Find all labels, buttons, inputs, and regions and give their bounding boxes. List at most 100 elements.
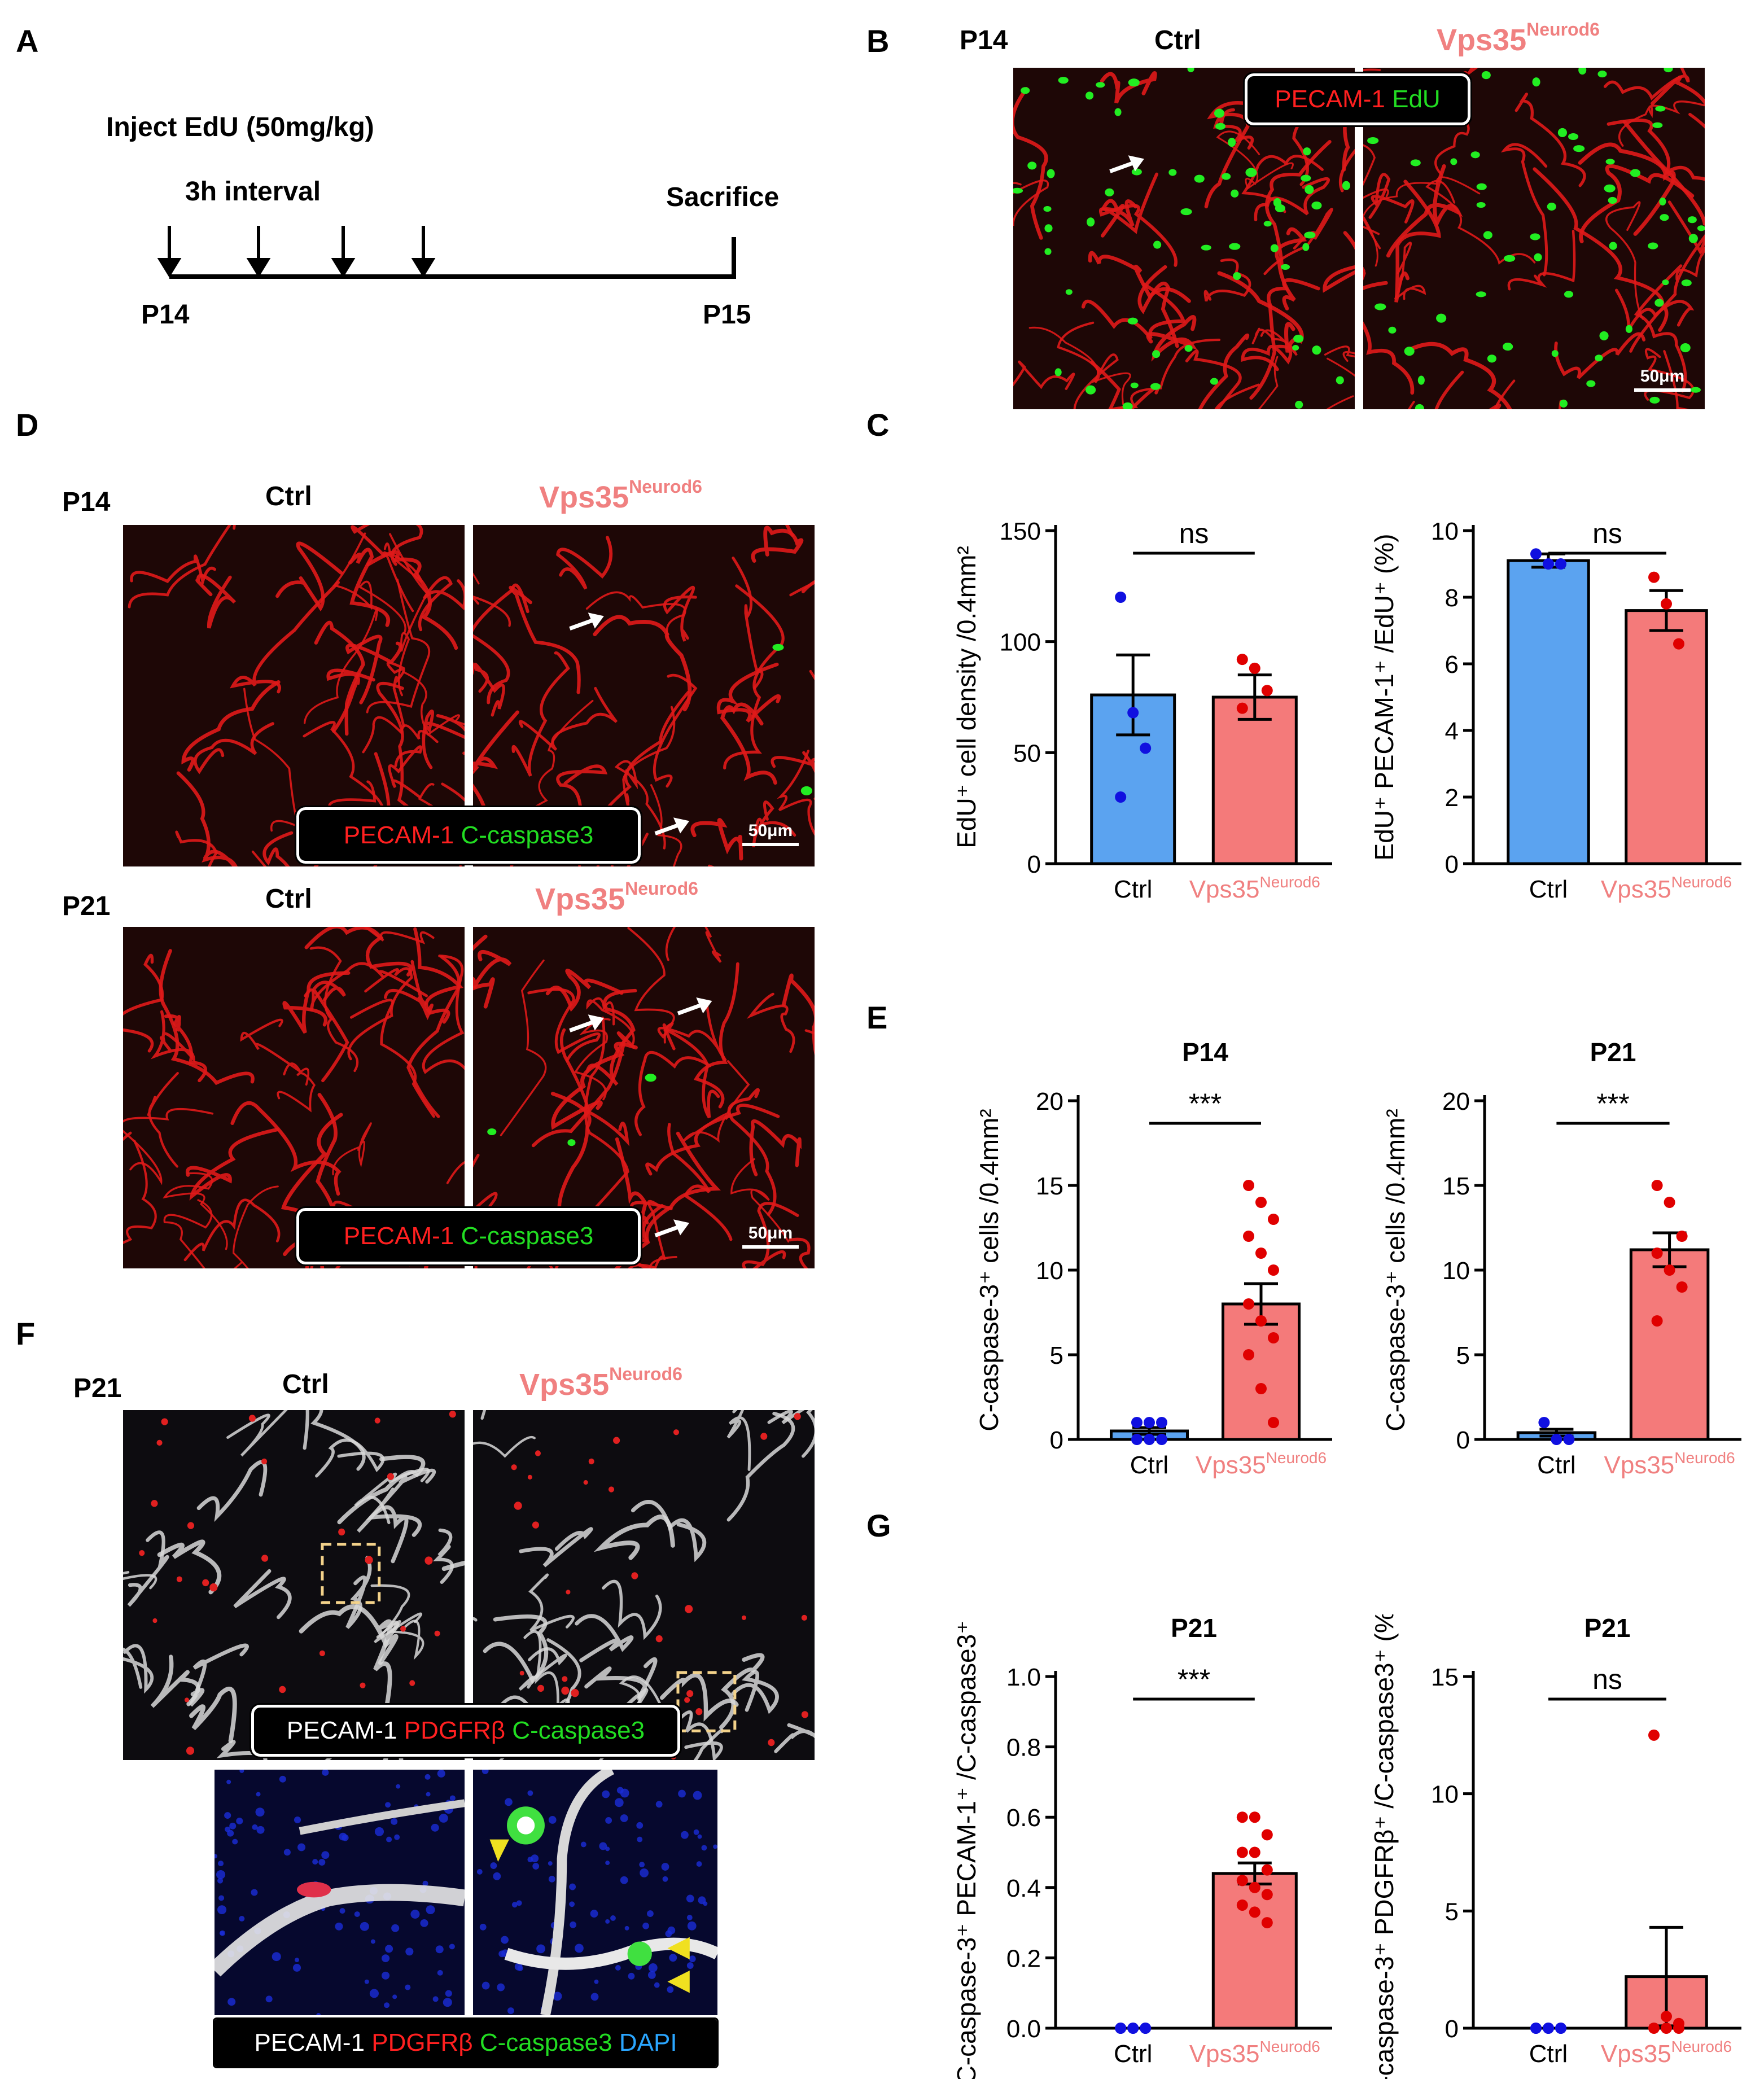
vessel — [473, 583, 529, 704]
dapi-nucleus — [312, 1859, 318, 1865]
data-point — [1543, 558, 1554, 570]
red-cell — [588, 1458, 594, 1465]
green-cell — [1275, 204, 1285, 213]
y-tick-label: 15 — [1036, 1172, 1063, 1200]
dapi-nucleus — [217, 1905, 227, 1915]
vessel — [370, 1584, 422, 1644]
green-cell — [1194, 174, 1205, 183]
vessel — [527, 988, 601, 1062]
dapi-nucleus — [256, 1826, 265, 1834]
vessel — [771, 751, 815, 800]
dapi-nucleus — [294, 1958, 300, 1963]
vessel — [1185, 349, 1242, 409]
dapi-nucleus — [339, 1832, 347, 1841]
dapi-nucleus — [648, 1963, 658, 1972]
vessel — [332, 532, 406, 634]
vessel — [540, 1770, 615, 2015]
f-vps-label: Vps35Neurod6 — [519, 1364, 682, 1402]
green-cell — [1231, 189, 1239, 198]
red-cell — [511, 1464, 517, 1470]
panel-label-e: E — [866, 1000, 888, 1035]
vessel — [559, 1028, 630, 1146]
vessel — [386, 661, 405, 728]
vessel — [732, 557, 764, 689]
dapi-nucleus — [527, 1857, 533, 1863]
dapi-nucleus — [599, 1842, 607, 1850]
green-cell — [1487, 354, 1496, 363]
data-point — [1115, 791, 1127, 803]
vessel — [433, 1528, 454, 1584]
data-point — [1127, 707, 1139, 719]
dapi-nucleus — [256, 1792, 261, 1797]
y-tick-label: 10 — [1036, 1257, 1063, 1285]
green-cell — [1578, 68, 1587, 75]
y-tick-label: 1.0 — [1006, 1664, 1041, 1691]
green-cell — [1270, 244, 1279, 252]
panel-label-g: G — [866, 1508, 891, 1543]
green-cell — [1534, 253, 1542, 261]
x-tick-label: Vps35Neurod6 — [1601, 873, 1732, 903]
dapi-nucleus — [226, 1779, 231, 1784]
green-cell — [800, 786, 812, 795]
vessel — [159, 949, 255, 1086]
green-cell — [1085, 385, 1096, 395]
data-point — [1661, 2011, 1672, 2023]
vessel — [751, 526, 804, 563]
y-tick-label: 0.8 — [1006, 1734, 1041, 1762]
dapi-nucleus — [439, 1814, 448, 1823]
vessel — [1394, 180, 1441, 303]
y-tick-label: 0 — [1445, 851, 1459, 878]
dapi-nucleus — [437, 1969, 443, 1976]
data-point — [1543, 2023, 1554, 2034]
vessel — [123, 1571, 157, 1590]
dapi-nucleus — [713, 1844, 717, 1849]
dapi-nucleus — [647, 1971, 656, 1979]
dapi-nucleus — [605, 1861, 610, 1866]
x-tick-label: Ctrl — [1114, 876, 1152, 903]
dapi-nucleus — [514, 1963, 523, 1971]
data-point — [1255, 1197, 1267, 1208]
green-cell — [1304, 231, 1316, 239]
vessel — [299, 1799, 465, 1835]
green-cell — [1047, 169, 1055, 178]
vessel — [304, 927, 413, 977]
y-tick-label: 0.6 — [1006, 1804, 1041, 1832]
vessel — [1324, 345, 1355, 362]
vessel — [545, 969, 624, 1012]
dapi-nucleus — [701, 1845, 707, 1851]
green-cell — [1187, 68, 1194, 73]
green-cell — [1551, 350, 1559, 357]
data-point — [1661, 598, 1672, 610]
dapi-nucleus — [316, 2013, 321, 2015]
green-cell — [1096, 82, 1105, 88]
vessel — [682, 1060, 750, 1143]
vessel — [586, 997, 635, 1045]
y-tick-label: 8 — [1445, 584, 1459, 612]
vessel — [215, 1884, 465, 1977]
dapi-nucleus — [220, 1930, 226, 1936]
vessel — [314, 620, 365, 736]
dapi-nucleus — [686, 1894, 694, 1903]
x-tick-label: Ctrl — [1529, 876, 1568, 903]
data-point — [1249, 1881, 1260, 1893]
dapi-nucleus — [693, 1829, 699, 1835]
vessel — [277, 1067, 316, 1113]
dapi-nucleus — [669, 1954, 677, 1962]
dapi-nucleus — [252, 1824, 258, 1830]
green-cell — [1295, 400, 1303, 409]
vessel — [657, 1003, 727, 1062]
chart-c-edu-density: EdU⁺ cell density /0.4mm² 0 50 100 150 Ctrl Vp… — [952, 518, 1332, 903]
vessel — [357, 1468, 436, 1533]
yellow-arrowhead-icon — [667, 1970, 690, 1993]
vessel — [585, 988, 637, 1086]
vessel — [720, 702, 777, 785]
dapi-nucleus — [384, 2002, 390, 2008]
red-cell — [156, 1439, 163, 1446]
vessel — [384, 960, 434, 1020]
green-cell — [1367, 137, 1379, 145]
data-point — [1236, 1875, 1248, 1887]
f-vps-micrograph — [473, 1410, 815, 1760]
data-point — [1261, 1889, 1273, 1901]
vessel — [123, 953, 164, 1053]
dapi-nucleus — [265, 1995, 273, 2003]
